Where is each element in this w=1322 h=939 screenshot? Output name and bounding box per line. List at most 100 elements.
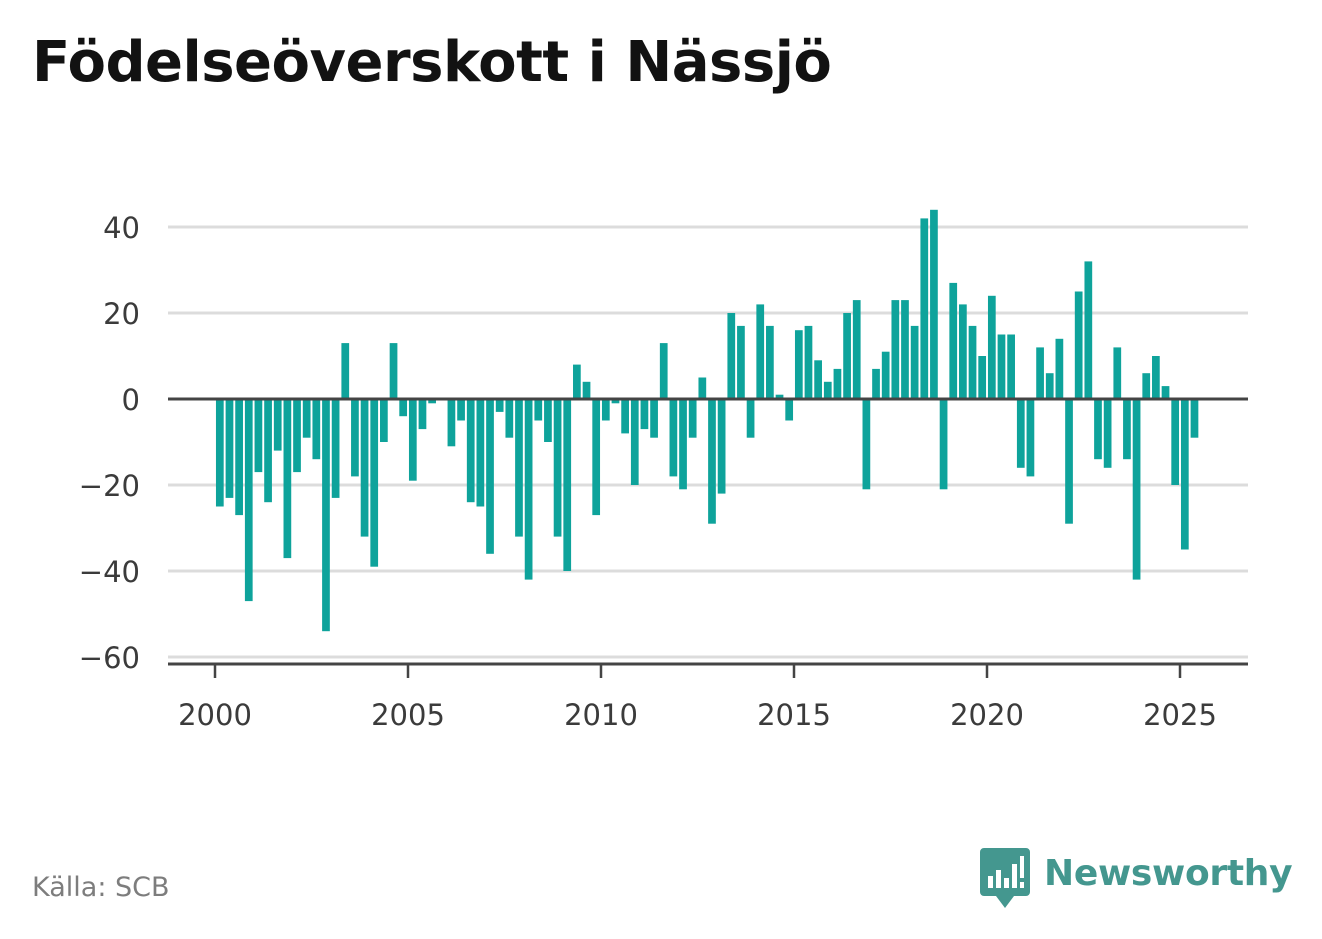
bar (881, 351, 890, 399)
bar (418, 399, 427, 430)
bar (708, 399, 716, 524)
bar (573, 364, 581, 399)
x-tick-label: 2015 (757, 698, 831, 732)
bar (1132, 399, 1141, 580)
bar (640, 399, 649, 430)
bar (592, 399, 601, 516)
bar (997, 334, 1006, 399)
bar (872, 368, 880, 399)
bar (1016, 399, 1025, 468)
chart-title: Födelseöverskott i Nässjö (32, 30, 832, 95)
bar (698, 377, 707, 399)
bar (968, 325, 977, 399)
bar (601, 399, 610, 421)
y-tick-label: 0 (122, 383, 140, 417)
bar (978, 356, 987, 399)
bar (1180, 399, 1189, 550)
bar (360, 399, 369, 537)
bar (785, 399, 794, 421)
bar (408, 399, 417, 481)
bar (833, 368, 842, 399)
bar (254, 399, 263, 473)
bar (611, 399, 620, 404)
brand: Newsworthy (980, 848, 1293, 912)
bar (650, 399, 658, 438)
y-tick-label: −60 (79, 641, 140, 675)
bar (1055, 338, 1064, 399)
bar (515, 399, 523, 537)
bar (215, 399, 224, 507)
bar (843, 313, 851, 399)
bar (457, 399, 465, 421)
bar (1113, 347, 1122, 399)
bar (351, 399, 359, 477)
bar (939, 399, 948, 490)
bar (679, 399, 687, 490)
bar (630, 399, 639, 485)
bar (1094, 399, 1102, 460)
x-tick-label: 2010 (564, 698, 638, 732)
bar (775, 394, 784, 399)
bar (322, 399, 330, 632)
bar (717, 399, 726, 494)
x-tick-label: 2005 (371, 698, 445, 732)
bar (1045, 373, 1054, 399)
bar (476, 399, 485, 507)
bar (283, 399, 292, 559)
bar (1036, 347, 1044, 399)
bar (428, 399, 436, 404)
bar (244, 399, 253, 602)
bar (727, 313, 736, 399)
bar (312, 399, 321, 460)
bar (1065, 399, 1073, 524)
bar (447, 399, 456, 447)
bar (930, 209, 938, 399)
y-tick-label: −20 (79, 469, 140, 503)
bar (823, 381, 832, 399)
bar (235, 399, 243, 516)
bar (891, 300, 900, 399)
bar (814, 360, 822, 399)
bar (341, 343, 350, 399)
bar (399, 399, 408, 417)
axes (168, 397, 1248, 678)
bar (621, 399, 629, 434)
bar (563, 399, 572, 571)
bar (910, 325, 919, 399)
bar (1171, 399, 1180, 485)
bar (544, 399, 552, 442)
bar (862, 399, 871, 490)
bar (1123, 399, 1131, 460)
brand-name: Newsworthy (1044, 853, 1293, 894)
x-tick-label: 2020 (950, 698, 1024, 732)
bar (293, 399, 301, 473)
bar (987, 295, 996, 399)
bar (804, 325, 813, 399)
source-label: Källa: SCB (32, 872, 170, 903)
bar (852, 300, 861, 399)
bar (959, 304, 967, 399)
bar (534, 399, 543, 421)
bar (949, 282, 958, 399)
newsworthy-logo-icon (980, 848, 1030, 908)
tick-labels: −60 −40 −20 0 20 40 2000 2005 2010 2015 2020 2025 (79, 211, 1217, 732)
bar (746, 399, 755, 438)
bar (505, 399, 514, 438)
bar (737, 325, 745, 399)
bar (1026, 399, 1035, 477)
bar (302, 399, 311, 438)
bar (1084, 261, 1093, 399)
x-tick-label: 2000 (178, 698, 252, 732)
x-tick-label: 2025 (1143, 698, 1217, 732)
bar (920, 218, 929, 399)
bar (524, 399, 533, 580)
bar (486, 399, 494, 554)
bar (553, 399, 562, 537)
bar (1074, 291, 1083, 399)
bar (380, 399, 388, 442)
y-tick-label: −40 (79, 555, 140, 589)
bar (495, 399, 504, 412)
bar (794, 330, 803, 399)
bar (273, 399, 282, 451)
